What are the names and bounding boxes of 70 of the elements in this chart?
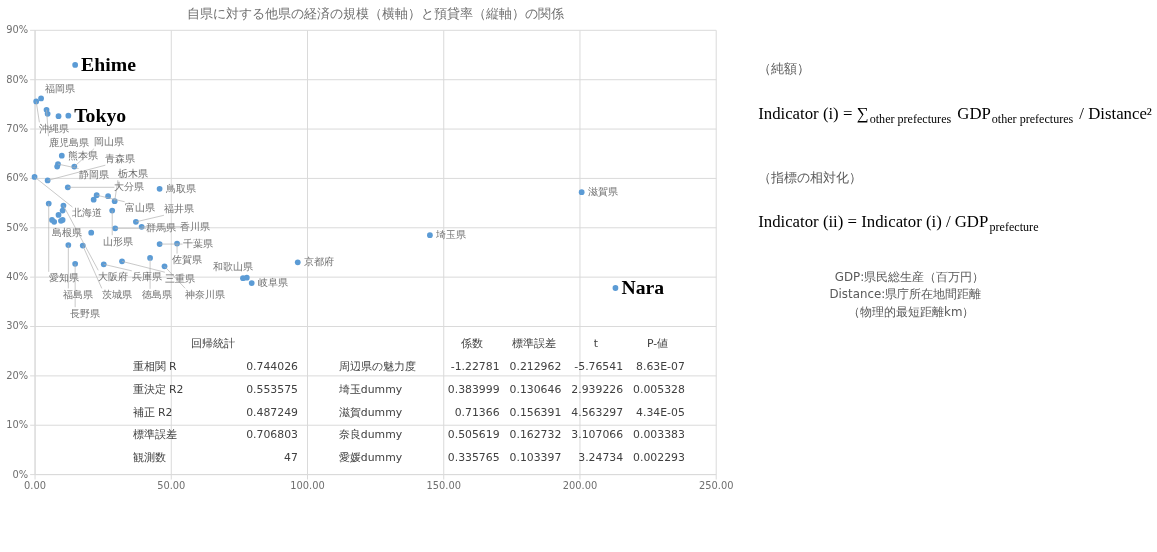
text: 愛媛dummy 0.335765 0.103397 3.24734 0.002293 bbox=[338, 450, 685, 464]
text: 重相関 R 0.744026 bbox=[132, 360, 298, 374]
text: GDP:県民総生産（百万円） bbox=[834, 269, 985, 284]
annotation: 富山県 bbox=[124, 202, 155, 214]
annotation: 山形県 bbox=[102, 235, 133, 247]
annotation: 大分県 bbox=[114, 181, 145, 193]
annotation: 神奈川県 bbox=[185, 288, 226, 300]
annotation: Nara bbox=[621, 275, 665, 298]
annotation: 島根県 bbox=[52, 226, 83, 238]
annotation: 回帰統計 bbox=[191, 337, 236, 351]
annotation: 佐賀県 bbox=[172, 253, 203, 265]
y-tick-label: 90% bbox=[6, 24, 29, 36]
x-tick-label: 200.00 bbox=[562, 480, 598, 492]
y-tick-label: 50% bbox=[6, 221, 29, 233]
annotation: 鹿児島県 bbox=[48, 136, 89, 148]
annotation: 千葉県 bbox=[182, 238, 213, 250]
text: 埼玉dummy 0.383999 0.130646 2.939226 0.005328 bbox=[338, 382, 685, 396]
annotation: 茨城県 bbox=[101, 288, 132, 300]
annotation: 静岡県 bbox=[78, 168, 109, 180]
annotation: 沖縄県 bbox=[39, 122, 70, 134]
text: Distance:県庁所在地間距離 bbox=[829, 287, 982, 302]
text: 補正 R2 0.487249 bbox=[132, 405, 298, 419]
annotation: 福島県 bbox=[62, 288, 93, 300]
annotation: 熊本県 bbox=[67, 149, 98, 161]
annotation: 埼玉県 bbox=[434, 229, 466, 241]
annotation: Ehime bbox=[81, 52, 137, 75]
text: （純額） bbox=[758, 61, 811, 77]
annotation: 三重県 bbox=[164, 272, 195, 284]
text: （指標の相対化） bbox=[758, 169, 863, 185]
text: 滋賀dummy 0.71366 0.156391 4.563297 4.34E-05 bbox=[338, 405, 685, 419]
text: 周辺県の魅力度 -1.22781 0.212962 -5.76541 8.63E-07 bbox=[338, 360, 685, 374]
text: 奈良dummy 0.505619 0.162732 3.107066 0.003383 bbox=[338, 428, 685, 442]
text: 係数 標準誤差 t P-値 bbox=[461, 337, 669, 351]
annotation: 和歌山県 bbox=[213, 261, 254, 273]
y-tick-label: 80% bbox=[6, 73, 29, 85]
annotation: 長野県 bbox=[69, 307, 100, 319]
y-tick-label: 60% bbox=[6, 172, 29, 184]
annotation: 岡山県 bbox=[94, 136, 125, 148]
y-tick-label: 70% bbox=[6, 123, 29, 135]
text: 重決定 R2 0.553575 bbox=[132, 382, 298, 396]
annotation: Tokyo bbox=[74, 103, 127, 126]
annotation: 兵庫県 bbox=[131, 271, 162, 283]
annotation: 青森県 bbox=[105, 152, 136, 164]
x-tick-label: 250.00 bbox=[698, 480, 734, 492]
annotation: 徳島県 bbox=[141, 289, 172, 301]
y-tick-label: 0% bbox=[12, 468, 29, 480]
y-tick-label: 10% bbox=[6, 419, 29, 431]
x-tick-label: 150.00 bbox=[426, 480, 461, 492]
annotation: 滋賀県 bbox=[587, 186, 618, 198]
x-tick-label: 50.00 bbox=[157, 480, 186, 492]
y-tick-label: 20% bbox=[6, 369, 29, 381]
x-tick-label: 0.00 bbox=[24, 480, 47, 492]
text: 観測数 47 bbox=[132, 450, 298, 464]
annotation: 岐阜県 bbox=[257, 277, 288, 289]
annotation: 京都府 bbox=[303, 256, 334, 268]
x-tick-label: 100.00 bbox=[290, 480, 325, 492]
annotation: 香川県 bbox=[180, 220, 211, 232]
annotation: 鳥取県 bbox=[164, 182, 196, 194]
annotation: 群馬県 bbox=[146, 222, 177, 234]
y-tick-label: 30% bbox=[6, 320, 29, 332]
annotation: 栃木県 bbox=[117, 167, 148, 179]
annotation: 北海道 bbox=[72, 207, 103, 219]
chart-title: 自県に対する他県の経済の規模（横軸）と預貸率（縦軸）の関係 bbox=[186, 6, 564, 21]
text: （物理的最短距離km） bbox=[848, 305, 975, 320]
y-tick-label: 40% bbox=[6, 271, 29, 283]
text: 標準誤差 0.706803 bbox=[132, 428, 298, 442]
annotation: 大阪府 bbox=[98, 270, 129, 282]
annotation: 福井県 bbox=[163, 202, 194, 214]
annotation: 愛知県 bbox=[48, 272, 79, 284]
annotation: 福岡県 bbox=[45, 83, 76, 95]
